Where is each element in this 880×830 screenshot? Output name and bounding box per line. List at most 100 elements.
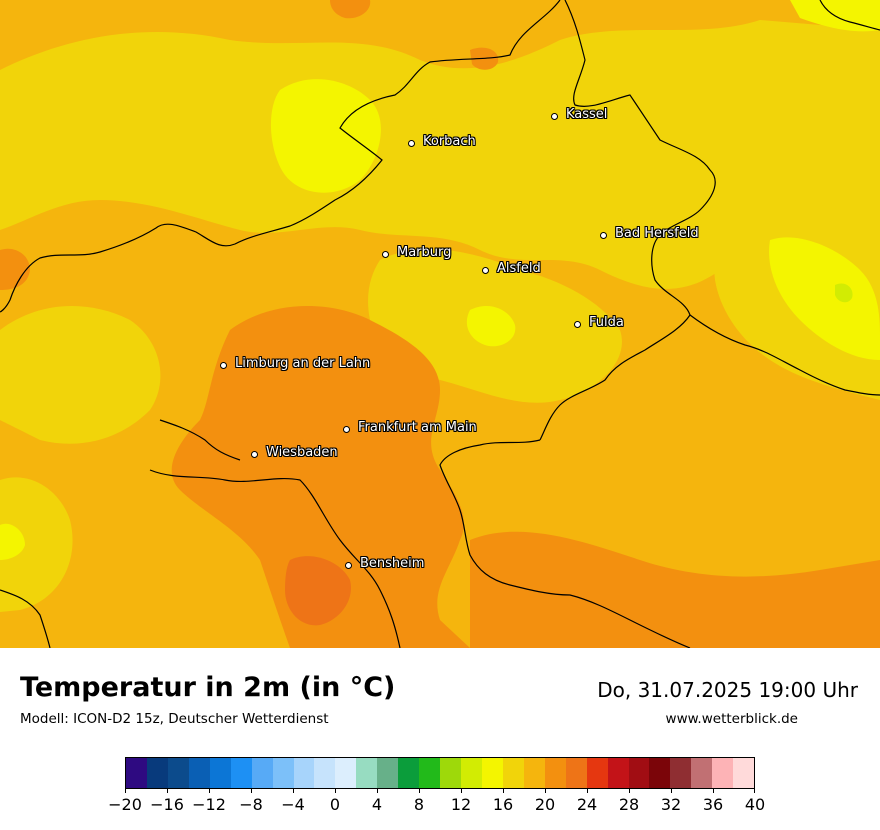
colorbar-swatch [146,758,168,788]
model-info: Modell: ICON-D2 15z, Deutscher Wetterdie… [20,711,329,727]
colorbar-tick-mark [503,789,504,793]
city-label-korbach: Korbach [423,134,476,149]
colorbar-tick-mark [671,789,672,793]
city-label-kassel: Kassel [566,107,608,122]
colorbar-swatch [230,758,252,788]
temperature-zone-rhoen-peak [835,283,853,303]
city-marker-korbach [408,140,415,147]
state-border-east-edge [689,314,880,396]
colorbar-tick-label: −16 [150,795,184,814]
city-label-marburg: Marburg [397,245,452,260]
temperature-zone-hot-core [285,556,351,626]
city-label-wiesbaden: Wiesbaden [266,445,338,460]
colorbar-swatch [126,758,147,788]
colorbar-swatch [712,758,734,788]
website-link[interactable]: www.wetterblick.de [665,711,798,727]
colorbar-swatch [607,758,629,788]
city-label-fulda: Fulda [589,315,624,330]
colorbar-tick-mark [293,789,294,793]
city-marker-wiesbaden [251,451,258,458]
temperature-field [0,0,880,648]
colorbar-swatch [544,758,566,788]
temperature-zone-southwest [0,477,73,612]
temperature-zone-south [470,531,880,648]
temperature-zone-north [0,20,880,289]
colorbar-tick-label: −4 [281,795,305,814]
city-marker-bad-hersfeld [600,232,607,239]
state-border-south [149,469,401,648]
temperature-map [0,0,880,648]
colorbar-tick-label: 40 [744,795,766,814]
colorbar-swatch [335,758,357,788]
colorbar-tick-label: 8 [413,795,425,814]
temperature-zone-top-spot [330,0,371,19]
colorbar-swatch [398,758,420,788]
colorbar-swatch [481,758,503,788]
colorbar-swatch [565,758,587,788]
colorbar-tick-label: 0 [329,795,341,814]
colorbar-swatch [188,758,210,788]
colorbar-swatch [691,758,713,788]
colorbar-swatch [419,758,441,788]
colorbar-swatch [377,758,399,788]
state-border-hesse [0,0,561,313]
colorbar-tick-mark [754,789,755,793]
colorbar-tick-mark [461,789,462,793]
colorbar-tick-mark [377,789,378,793]
colorbar-tick-mark [167,789,168,793]
state-border-southwest-edge [0,589,51,648]
state-border-southeast [439,439,691,648]
colorbar-tick-label: 24 [576,795,598,814]
colorbar-swatch [670,758,692,788]
colorbar-tick-mark [545,789,546,793]
colorbar-swatch [628,758,650,788]
colorbar-tick-mark [335,789,336,793]
temperature-zone-korbach-heights [270,79,381,193]
state-border-hesse-east [539,0,716,441]
colorbar-tick-label: −20 [108,795,142,814]
colorbar-tick-label: 4 [371,795,383,814]
colorbar-tick-label: 32 [660,795,682,814]
colorbar-tick-mark [587,789,588,793]
city-label-limburg-an-der-lahn: Limburg an der Lahn [235,356,371,371]
colorbar-swatch [356,758,378,788]
city-label-bensheim: Bensheim [360,556,425,571]
temperature-colorbar [125,757,755,789]
city-marker-frankfurt-am-main [343,426,350,433]
colorbar-tick-label: 12 [450,795,472,814]
city-marker-limburg-an-der-lahn [220,362,227,369]
colorbar-swatch [733,758,755,788]
colorbar-tick-label: −12 [192,795,226,814]
colorbar-tick-mark [713,789,714,793]
colorbar-tick-labels: −20 −16 −12 −8 −4 0 4 8 12 16 20 24 28 32 36 40 [108,795,765,815]
temperature-zone-central-cool [466,305,516,347]
colorbar-swatch [209,758,231,788]
temperature-zone-rhoen [769,237,880,360]
city-marker-kassel [551,113,558,120]
city-label-frankfurt-am-main: Frankfurt am Main [358,420,477,435]
colorbar-tick-label: 28 [618,795,640,814]
colorbar-tick-label: 20 [534,795,556,814]
colorbar-swatch [502,758,524,788]
city-label-bad-hersfeld: Bad Hersfeld [615,226,699,241]
colorbar-tick-label: 36 [702,795,724,814]
city-marker-bensheim [345,562,352,569]
state-border-northeast [819,0,880,31]
colorbar-swatch [523,758,545,788]
colorbar-swatch [461,758,482,788]
state-border-lower [159,419,241,461]
colorbar-tick-mark [251,789,252,793]
colorbar-tick-mark [419,789,420,793]
temperature-zone-rhein-main [171,306,470,648]
forecast-datetime: Do, 31.07.2025 19:00 Uhr [597,678,858,702]
temperature-zone-west-edge [0,248,30,290]
colorbar-tick-mark [209,789,210,793]
colorbar-swatch [586,758,608,788]
city-label-alsfeld: Alsfeld [497,261,541,276]
colorbar-tick-label: 16 [492,795,514,814]
colorbar-swatch [649,758,671,788]
colorbar-swatch [314,758,336,788]
colorbar-swatch [440,758,461,788]
colorbar-swatch [251,758,273,788]
colorbar-tick-mark [125,789,126,793]
